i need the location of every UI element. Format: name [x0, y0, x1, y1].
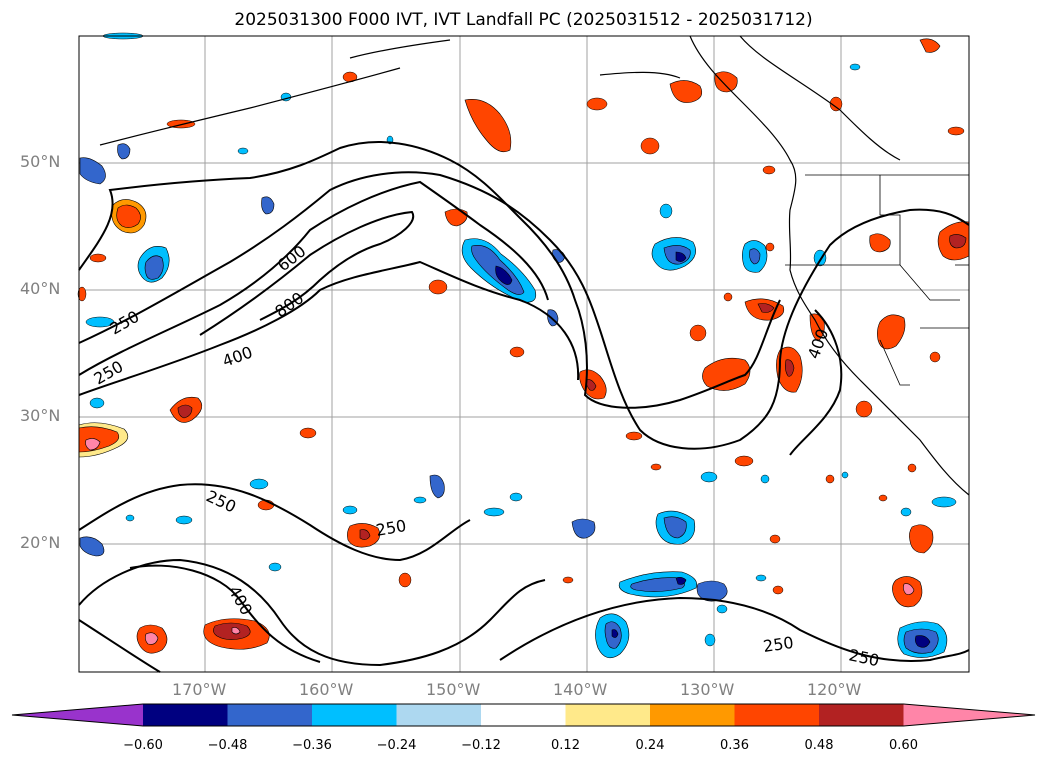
contour-400-south: [129, 564, 321, 663]
pos-blob: [203, 618, 270, 650]
lat-label: 20°N: [20, 533, 61, 552]
lon-label: 160°W: [299, 680, 354, 699]
colorbar-segment: [396, 704, 482, 726]
colorbar-tick-label: −0.36: [292, 738, 332, 753]
colorbar-segment: [481, 704, 566, 726]
colorbar-tick-label: 0.24: [635, 738, 665, 753]
plot-area: [79, 36, 969, 672]
pos-blob: [78, 422, 129, 458]
colorbar-segment: [312, 704, 397, 726]
lon-label: 130°W: [680, 680, 735, 699]
colorbar-segment: [143, 704, 228, 726]
pos-blob: [702, 357, 751, 391]
pos-blob: [877, 314, 906, 350]
neg-blob: [618, 571, 697, 598]
colorbar-segment: [819, 704, 904, 726]
colorbar-extend-min: [12, 704, 143, 726]
colorbar-extend-max: [903, 704, 1035, 726]
neg-blob: [137, 246, 170, 283]
colorbar: [11, 703, 1036, 727]
neg-blob: [897, 621, 948, 658]
pos-blob: [111, 199, 147, 234]
contour-250-far-south: [499, 596, 970, 662]
pos-blob: [464, 99, 512, 153]
lat-label: 30°N: [20, 406, 61, 425]
contour-250-north: [78, 171, 970, 450]
lat-label: 40°N: [20, 279, 61, 298]
colorbar-tick-label: −0.60: [123, 738, 163, 753]
neg-blob: [651, 237, 696, 271]
coastline: [99, 35, 970, 496]
contour-600: [78, 180, 549, 376]
contour-250-low: [78, 619, 161, 673]
colorbar-tick-label: −0.12: [461, 738, 501, 753]
colorbar-segment: [734, 704, 820, 726]
contour-800: [199, 210, 415, 336]
neg-blob: [595, 613, 630, 659]
colorbar-tick-label: 0.60: [889, 738, 918, 753]
lon-label: 140°W: [553, 680, 608, 699]
colorbar-segment: [650, 704, 735, 726]
contour-400-coast: [789, 309, 843, 456]
plot-frame: [78, 35, 970, 673]
pos-blob: [869, 233, 891, 253]
ivt-contours: [78, 141, 970, 673]
contour-250-south-b: [78, 558, 546, 667]
pos-blob: [937, 221, 970, 261]
pos-blob: [669, 38, 941, 103]
lon-label: 170°W: [172, 680, 227, 699]
pos-blob: [136, 624, 168, 654]
neg-blob: [655, 510, 696, 545]
colorbar-tick-label: −0.24: [376, 738, 417, 753]
political-borders: [785, 174, 969, 386]
pos-blob: [776, 346, 803, 393]
colorbar-outline: [11, 703, 1036, 727]
pos-blob: [347, 523, 381, 548]
pos-blob: [809, 313, 825, 342]
lat-label: 50°N: [20, 152, 61, 171]
colorbar-segment: [227, 704, 313, 726]
lon-label: 150°W: [426, 680, 481, 699]
colorbar-tick-label: −0.48: [207, 738, 248, 753]
colorbar-segment: [565, 704, 651, 726]
pos-blob: [169, 396, 203, 423]
lon-label: 120°W: [807, 680, 862, 699]
contour-label: 250: [762, 633, 795, 656]
colorbar-tick-label: 0.36: [720, 738, 749, 753]
colorbar-tick-label: 0.48: [804, 738, 834, 753]
pos-blob: [909, 524, 934, 554]
pos-blob: [892, 576, 923, 608]
map-title: 2025031300 F000 IVT, IVT Landfall PC (20…: [234, 10, 813, 30]
contour-label-group: 250 250 600 800 400 250 250 400 400 250 …: [91, 241, 881, 670]
colorbar-tick-label: 0.12: [551, 738, 580, 753]
contour-250-upper: [78, 141, 781, 409]
contour-400-north: [78, 260, 580, 396]
contour-250-south-a: [78, 483, 471, 562]
positive-anomaly-shading: [77, 38, 970, 654]
neg-blob: [742, 240, 768, 273]
neg-blob: [461, 238, 537, 303]
